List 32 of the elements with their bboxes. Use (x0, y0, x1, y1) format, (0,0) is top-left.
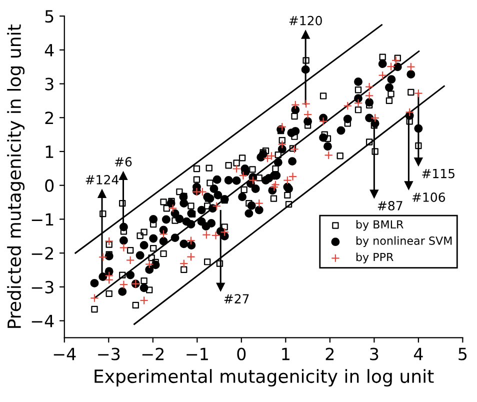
annotation: #87 (378, 200, 402, 210)
legend-label: by PPR (356, 252, 394, 264)
y-axis-title: Predicted mutagenicity in log unit (7, 24, 25, 328)
legend-label: by BMLR (356, 220, 404, 231)
x-tick-label: 4 (414, 348, 423, 360)
y-tick-label: −3 (32, 280, 54, 294)
x-tick-label: −1 (186, 348, 208, 360)
y-tick-label: 5 (45, 10, 54, 23)
annotation: #27 (224, 294, 249, 304)
x-tick-label: 1 (282, 348, 290, 360)
y-tick-label: 0 (45, 179, 54, 192)
annotation: #124 (86, 174, 118, 184)
y-tick-label: 1 (46, 146, 54, 158)
annotation: #120 (289, 16, 322, 26)
x-tick-label: −4 (54, 348, 76, 360)
annotation: #6 (115, 157, 132, 166)
y-tick-label: −4 (32, 314, 54, 328)
x-tick-label: −3 (98, 348, 120, 360)
y-tick-label: 2 (45, 112, 54, 124)
x-tick-label: −2 (142, 348, 164, 360)
annotation: #115 (422, 168, 454, 178)
x-tick-label: 0 (237, 348, 246, 360)
y-tick-label: 3 (45, 78, 54, 90)
y-tick-label: −2 (32, 247, 53, 260)
annotation: #106 (412, 192, 446, 202)
legend-label: by nonlinear SVM (356, 236, 452, 248)
x-axis-title: Experimental mutagenicity in log unit (94, 369, 434, 387)
y-tick-label: 4 (44, 44, 54, 56)
x-tick-label: 3 (370, 348, 378, 360)
x-tick-label: 2 (326, 348, 334, 360)
x-tick-label: 5 (458, 348, 467, 360)
y-tick-label: −1 (32, 213, 54, 226)
